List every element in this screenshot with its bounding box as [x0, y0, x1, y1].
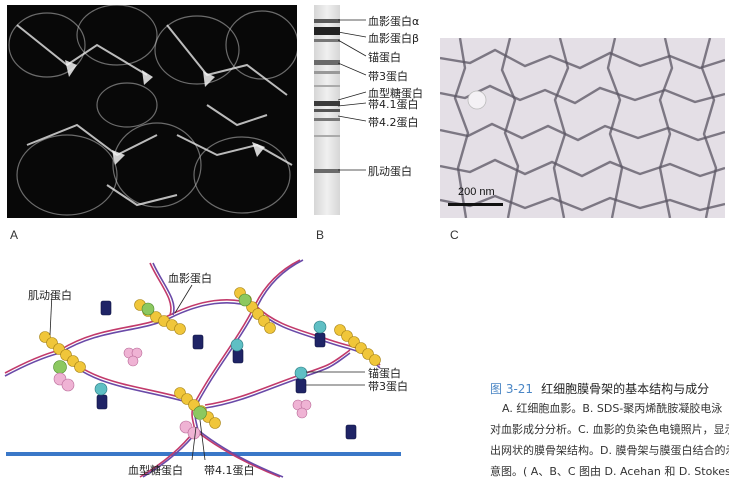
gel-band-label: 带4.1蛋白	[368, 98, 419, 111]
scale-bar-label: 200 nm	[458, 186, 495, 198]
actin-cluster-left	[39, 331, 86, 373]
membrane-line	[6, 452, 401, 456]
actin-cluster-upper-right	[234, 287, 276, 334]
figure-caption-body: A. 红细胞血影。B. SDS-聚丙烯酰胺凝胶电泳 对血影成分分析。C. 血影的…	[490, 398, 729, 482]
diagram-band41-label: 带4.1蛋白	[204, 464, 255, 477]
diagram-glycophorin-label: 血型糖蛋白	[128, 464, 183, 477]
figure-number: 图 3-21	[490, 382, 534, 396]
caption-line: 意图。( A、B、C 图由 D. Acehan 和 D. Stokes 博士	[490, 465, 729, 478]
gel-band-label: 带3蛋白	[368, 70, 408, 83]
caption-line: A. 红细胞血影。B. SDS-聚丙烯酰胺凝胶电泳	[502, 402, 723, 415]
diagram-actin-label: 肌动蛋白	[28, 289, 72, 302]
actin-cluster-top	[134, 299, 186, 335]
gel-band-label: 血影蛋白β	[368, 32, 420, 45]
panel-c-micrograph	[440, 38, 725, 218]
gel-band-label: 锚蛋白	[368, 51, 401, 64]
panel-a-micrograph	[7, 5, 297, 218]
gel-band-label: 肌动蛋白	[368, 165, 412, 178]
actin-cluster-right	[334, 324, 381, 366]
gel-band-label: 带4.2蛋白	[368, 116, 419, 129]
gel-band-label: 血影蛋白α	[368, 15, 420, 28]
diagram-spectrin-label: 血影蛋白	[168, 272, 212, 285]
gel-leader-lines	[338, 19, 367, 171]
gel-band-label: 血型糖蛋白	[368, 87, 423, 100]
panel-b-gel-lane	[314, 5, 340, 215]
diagram-ankyrin-label: 锚蛋白	[368, 367, 401, 380]
panel-b-label: B	[316, 228, 325, 242]
panel-c-label: C	[450, 228, 459, 242]
caption-line: 对血影成分分析。C. 血影的负染色电镜照片，显示	[490, 423, 729, 436]
caption-line: 出网状的膜骨架结构。D. 膜骨架与膜蛋白结合的示	[490, 444, 729, 457]
panel-d-diagram	[4, 259, 401, 478]
diagram-band3-label: 带3蛋白	[368, 380, 408, 393]
figure-caption-title: 图 3-21 红细胞膜骨架的基本结构与成分	[490, 380, 709, 397]
figure-title: 红细胞膜骨架的基本结构与成分	[541, 382, 710, 396]
panel-a-label: A	[10, 228, 19, 242]
